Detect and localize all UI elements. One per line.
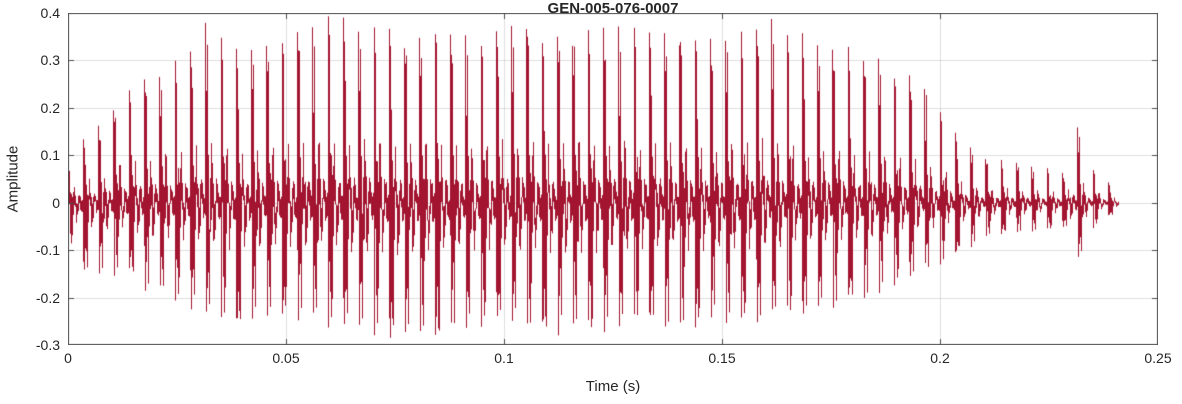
- y-tick-label: -0.3: [35, 337, 60, 353]
- x-tick-label: 0.15: [708, 350, 736, 366]
- y-tick-label: 0.4: [40, 5, 60, 21]
- y-tick-label: 0.1: [40, 147, 60, 164]
- y-tick-label: -0.1: [35, 242, 60, 259]
- y-tick-label: -0.2: [35, 289, 60, 306]
- x-axis-label: Time (s): [585, 378, 641, 395]
- x-tick-label: 0: [64, 350, 72, 366]
- y-tick-label: 0.3: [40, 52, 60, 69]
- x-tick-label: 0.2: [930, 350, 950, 366]
- x-tick-label: 0.25: [1144, 350, 1172, 366]
- x-tick-label: 0.05: [272, 350, 300, 366]
- chart-title: GEN-005-076-0007: [547, 0, 679, 17]
- y-tick-label: 0.2: [40, 99, 60, 116]
- x-tick-label: 0.1: [494, 350, 514, 366]
- waveform-plot: [68, 13, 1158, 345]
- y-tick-label: 0: [52, 194, 60, 211]
